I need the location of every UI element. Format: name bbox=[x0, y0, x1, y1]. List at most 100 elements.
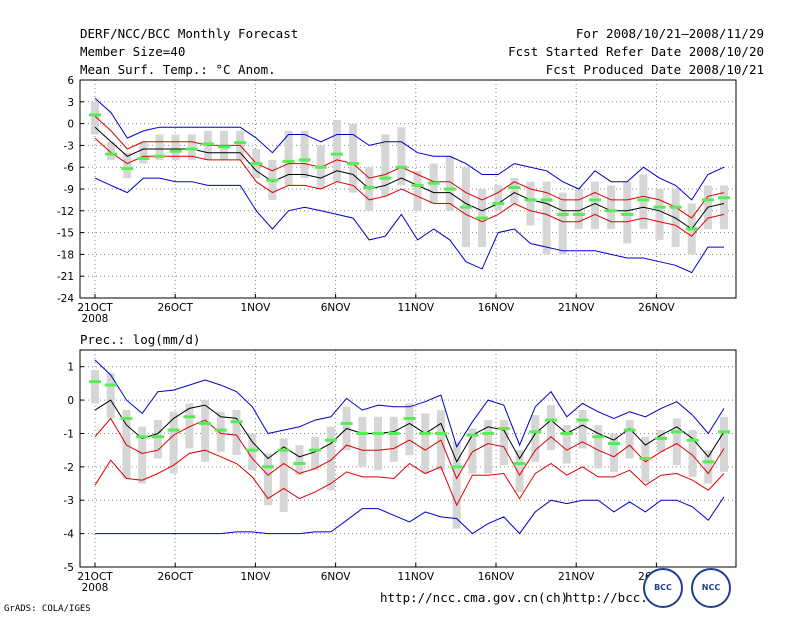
prec-box bbox=[295, 445, 304, 476]
prec-median-mark bbox=[497, 426, 510, 430]
prec-box bbox=[153, 420, 162, 459]
prec-median-mark bbox=[623, 428, 636, 432]
temp-ytick-label: -15 bbox=[57, 228, 74, 240]
temp-upper-line bbox=[94, 115, 725, 219]
temp-box bbox=[655, 189, 664, 240]
prec-median-mark bbox=[702, 460, 715, 464]
prec-median-mark bbox=[167, 428, 180, 432]
temp-median-mark bbox=[588, 198, 601, 202]
prec-box bbox=[201, 400, 210, 462]
prec-median-mark bbox=[419, 431, 432, 435]
temp-median-mark bbox=[492, 202, 505, 206]
ncc-url-link[interactable]: http://ncc.cma.gov.cn(ch) bbox=[380, 590, 569, 605]
prec-box bbox=[389, 416, 398, 462]
prec-median-mark bbox=[403, 416, 416, 420]
ncc-logo-icon: NCC bbox=[691, 568, 731, 608]
prec-box bbox=[468, 428, 477, 474]
prec-lower-line bbox=[94, 449, 725, 507]
chart-title: DERF/NCC/BCC Monthly Forecast bbox=[80, 26, 299, 41]
prec-ytick-label: -2 bbox=[64, 462, 74, 474]
temp-ytick-label: -18 bbox=[57, 249, 74, 261]
temp-median-mark bbox=[605, 209, 618, 213]
prec-median-mark bbox=[120, 416, 133, 420]
temp-box bbox=[494, 185, 503, 211]
temp-median-mark bbox=[621, 212, 634, 216]
prec-mean-line bbox=[94, 399, 725, 463]
temp-median-mark bbox=[105, 152, 118, 156]
temp-median-mark bbox=[298, 158, 311, 162]
prec-median-mark bbox=[434, 431, 447, 435]
prec-box bbox=[248, 433, 257, 471]
temp-median-mark bbox=[153, 154, 166, 158]
prec-median-mark bbox=[655, 436, 668, 440]
temp-median-mark bbox=[427, 181, 440, 185]
prec-xtick-label: 11NOV bbox=[398, 571, 435, 583]
temp-median-mark bbox=[572, 212, 585, 216]
temp-median-mark bbox=[250, 162, 263, 166]
temp-box bbox=[332, 119, 341, 182]
temp-median-mark bbox=[379, 176, 392, 180]
prec-median-mark bbox=[151, 435, 164, 439]
member-size-label: Member Size=40 bbox=[80, 44, 186, 59]
prec-median-mark bbox=[545, 418, 558, 422]
prec-box bbox=[562, 425, 571, 464]
prec-box bbox=[484, 420, 493, 474]
prec-median-mark bbox=[560, 431, 573, 435]
temp-median-mark bbox=[701, 198, 714, 202]
prec-box bbox=[672, 418, 681, 466]
temp-xtick-label: 21OCT bbox=[77, 302, 113, 314]
temp-median-mark bbox=[443, 187, 456, 191]
temp-ytick-label: 3 bbox=[67, 97, 74, 109]
bcc-logo-text: BCC bbox=[654, 583, 672, 592]
prec-median-mark bbox=[277, 448, 290, 452]
temp-ytick-label: 6 bbox=[67, 75, 74, 87]
temp-box bbox=[155, 134, 164, 160]
temp-median-mark bbox=[169, 149, 182, 153]
temp-box bbox=[300, 130, 309, 179]
refer-date-label: Fcst Started Refer Date 2008/10/20 bbox=[508, 44, 764, 59]
prec-median-mark bbox=[482, 431, 495, 435]
prec-median-mark bbox=[639, 457, 652, 460]
prec-box bbox=[374, 416, 383, 471]
variable-label: Mean Surf. Temp.: °C Anom. bbox=[80, 62, 276, 77]
prec-box bbox=[704, 450, 713, 484]
prec-min-line bbox=[95, 496, 725, 535]
prec-ytick-label: -3 bbox=[64, 495, 74, 507]
temp-ytick-label: -21 bbox=[57, 271, 74, 283]
grads-credit: GrADS: COLA/IGES bbox=[4, 604, 91, 614]
temp-ytick-label: -6 bbox=[64, 162, 75, 174]
prec-box bbox=[531, 415, 540, 462]
prec-ytick-label: -1 bbox=[64, 428, 74, 440]
prec-median-mark bbox=[199, 421, 212, 425]
temp-median-mark bbox=[137, 156, 150, 160]
prec-box bbox=[263, 453, 272, 506]
prec-median-mark bbox=[450, 465, 463, 469]
temp-median-mark bbox=[363, 186, 376, 190]
temp-max-line bbox=[94, 97, 725, 201]
temp-mean-line bbox=[94, 126, 725, 230]
prec-box bbox=[169, 411, 178, 474]
prec-box bbox=[657, 430, 666, 452]
prec-xtick-year: 2008 bbox=[82, 582, 109, 594]
period-label: For 2008/10/21–2008/11/29 bbox=[575, 26, 764, 41]
bcc-url-link[interactable]: http://bcc.c bbox=[565, 590, 656, 605]
prec-median-mark bbox=[686, 438, 699, 442]
prec-box bbox=[358, 416, 367, 467]
prec-box bbox=[499, 420, 508, 466]
temp-box bbox=[526, 181, 535, 226]
prec-median-mark bbox=[372, 431, 385, 435]
temp-lower-line bbox=[94, 137, 725, 237]
temp-xtick-label: 11NOV bbox=[398, 302, 435, 314]
temp-box bbox=[171, 134, 180, 160]
temp-box bbox=[413, 170, 422, 211]
prec-box bbox=[625, 420, 634, 459]
prec-ytick-label: -4 bbox=[64, 529, 75, 541]
temp-median-mark bbox=[201, 142, 214, 146]
temp-box bbox=[720, 185, 728, 229]
temp-xtick-label: 1NOV bbox=[240, 302, 271, 314]
temp-xtick-label: 26NOV bbox=[638, 302, 675, 314]
temp-box bbox=[623, 181, 632, 244]
prec-median-mark bbox=[513, 462, 526, 466]
